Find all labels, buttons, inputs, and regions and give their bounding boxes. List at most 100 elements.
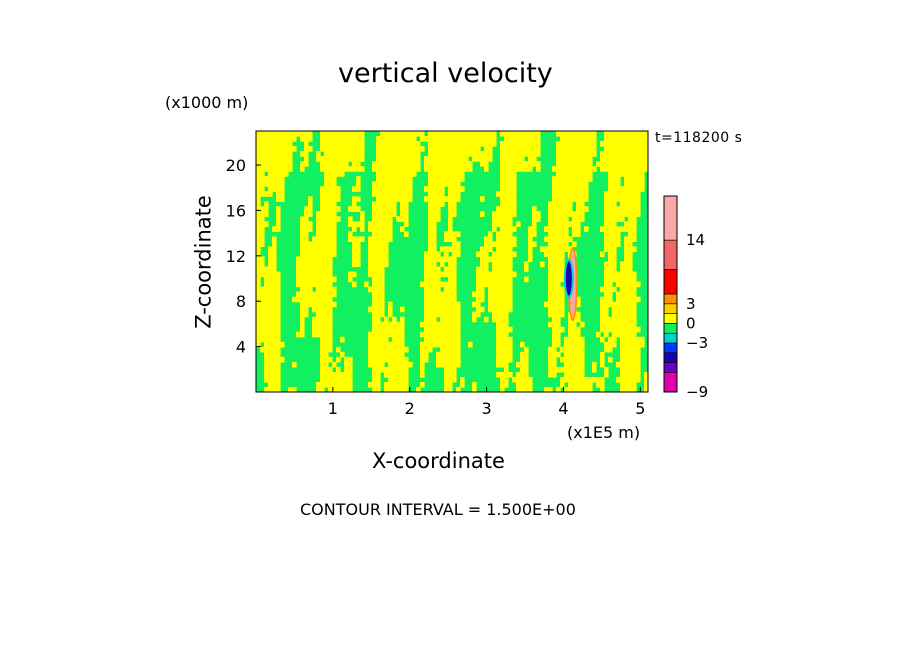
field-cell-positive <box>452 286 457 293</box>
field-cell-positive <box>624 291 629 298</box>
field-cell-positive <box>424 186 429 192</box>
field-cell-positive <box>272 176 277 182</box>
field-cell-positive <box>428 321 433 328</box>
field-cell-positive <box>268 166 273 172</box>
field-cell-positive <box>396 376 401 383</box>
field-cell-positive <box>320 146 325 152</box>
field-cell-positive <box>528 226 533 232</box>
field-cell-positive <box>408 166 413 172</box>
field-cell-positive <box>304 241 309 248</box>
field-cell-positive <box>480 131 485 137</box>
field-cell-positive <box>328 196 333 202</box>
field-cell-positive <box>500 346 505 353</box>
field-cell-positive <box>604 166 609 172</box>
field-cell-positive <box>436 206 441 212</box>
field-cell-positive <box>576 191 581 197</box>
field-cell-positive <box>632 271 637 278</box>
field-cell-positive <box>448 366 453 373</box>
field-cell-positive <box>372 346 377 353</box>
field-cell-positive <box>308 301 313 308</box>
field-cell-positive <box>508 266 513 273</box>
field-cell-positive <box>324 311 329 318</box>
field-cell-positive <box>508 336 513 343</box>
field-cell-positive <box>604 271 609 278</box>
field-cell-positive <box>392 151 397 157</box>
field-cell-positive <box>548 356 553 363</box>
field-cell-positive <box>264 336 269 343</box>
field-cell-positive <box>400 216 405 222</box>
field-cell-positive <box>380 296 385 303</box>
field-cell-positive <box>404 166 409 172</box>
field-cell-positive <box>320 356 325 363</box>
field-cell-positive <box>348 366 353 373</box>
field-cell-positive <box>392 386 397 392</box>
field-cell-positive <box>424 251 429 258</box>
field-cell-positive <box>436 136 441 142</box>
field-cell-positive <box>512 171 517 177</box>
field-cell-positive <box>632 311 637 318</box>
field-cell-positive <box>272 331 277 338</box>
field-cell-positive <box>264 191 269 197</box>
field-cell-positive <box>424 166 429 172</box>
field-cell-positive <box>436 266 441 273</box>
field-cell-positive <box>272 271 277 278</box>
field-cell-positive <box>376 286 381 293</box>
field-cell-positive <box>532 151 537 157</box>
field-cell-positive <box>300 136 305 142</box>
field-cell-positive <box>636 201 641 207</box>
field-cell-positive <box>268 346 273 353</box>
field-cell-positive <box>608 341 613 348</box>
field-cell-positive <box>268 296 273 303</box>
field-cell-positive <box>308 251 313 258</box>
field-cell-positive <box>396 341 401 348</box>
field-cell-positive <box>468 151 473 157</box>
field-cell-positive <box>500 356 505 363</box>
field-cell-positive <box>396 171 401 177</box>
field-cell-positive <box>264 361 269 368</box>
field-cell-positive <box>316 311 321 318</box>
field-cell-positive <box>396 176 401 182</box>
field-cell-positive <box>264 201 269 207</box>
field-cell-positive <box>384 201 389 207</box>
field-cell-positive <box>268 351 273 358</box>
field-cell-positive <box>304 311 309 318</box>
field-cell-positive <box>584 376 589 383</box>
field-cell-positive <box>604 196 609 202</box>
field-cell-positive <box>644 166 648 172</box>
field-cell-positive <box>572 331 577 338</box>
field-cell-positive <box>264 156 269 162</box>
field-cell-positive <box>556 281 561 288</box>
field-cell-positive <box>344 356 349 363</box>
field-cell-positive <box>264 211 269 217</box>
field-cell-positive <box>508 356 513 363</box>
field-cell-positive <box>396 326 401 333</box>
field-cell-positive <box>328 186 333 192</box>
field-cell-positive <box>604 161 609 167</box>
field-cell-positive <box>504 221 509 227</box>
field-cell-positive <box>328 346 333 353</box>
field-cell-positive <box>632 316 637 323</box>
field-cell-positive <box>324 281 329 288</box>
field-cell-positive <box>624 186 629 192</box>
field-cell-positive <box>372 321 377 328</box>
field-cell-positive <box>316 246 321 253</box>
field-cell-positive <box>420 131 425 137</box>
field-cell-positive <box>624 256 629 263</box>
field-cell-positive <box>452 156 457 162</box>
field-cell-positive <box>272 156 277 162</box>
field-cell-positive <box>480 256 485 263</box>
field-cell-positive <box>376 376 381 383</box>
field-cell-positive <box>556 241 561 248</box>
field-cell-positive <box>260 261 265 268</box>
field-cell-positive <box>432 231 437 237</box>
field-cell-positive <box>280 156 285 162</box>
field-cell-positive <box>380 186 385 192</box>
field-cell-positive <box>396 386 401 392</box>
field-cell-positive <box>628 346 633 353</box>
field-cell-positive <box>464 136 469 142</box>
field-cell-positive <box>280 151 285 157</box>
field-cell-positive <box>508 191 513 197</box>
field-cell-positive <box>272 141 277 147</box>
field-cell-positive <box>324 166 329 172</box>
field-cell-positive <box>336 196 341 202</box>
